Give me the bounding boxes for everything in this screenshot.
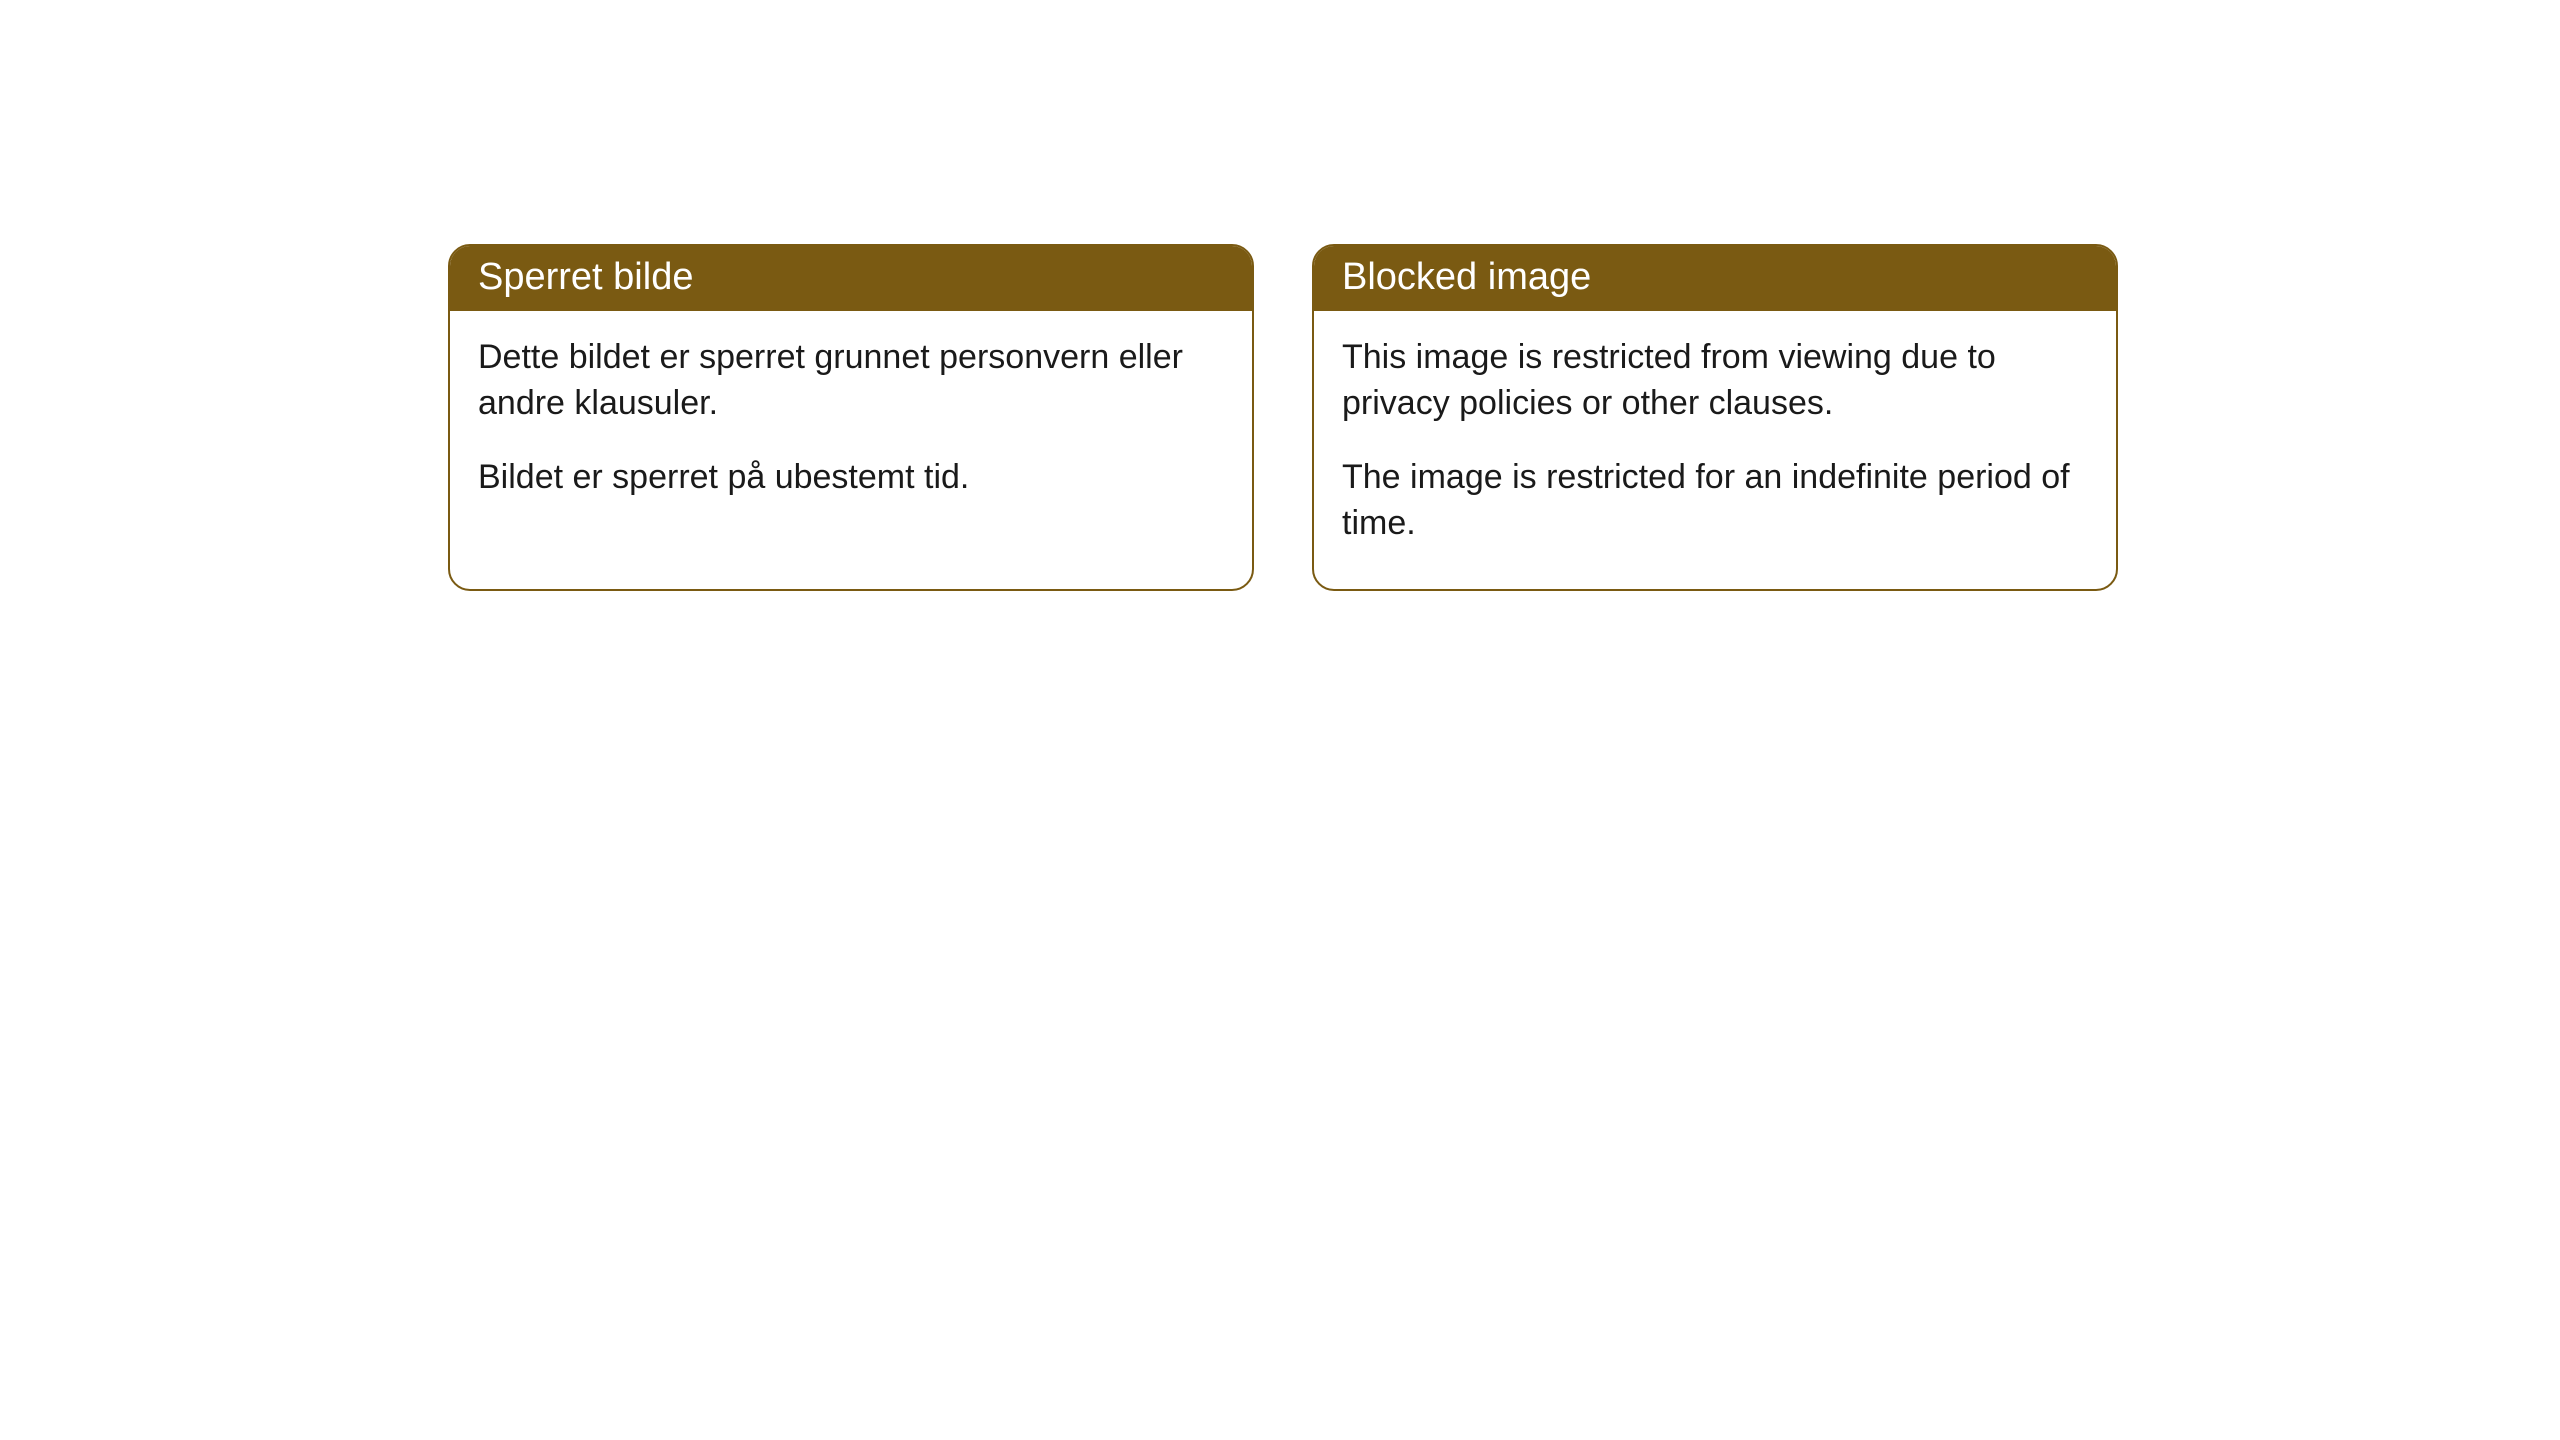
notice-container: Sperret bilde Dette bildet er sperret gr… (0, 0, 2560, 591)
notice-card-english: Blocked image This image is restricted f… (1312, 244, 2118, 591)
notice-card-norwegian: Sperret bilde Dette bildet er sperret gr… (448, 244, 1254, 591)
notice-text-1: Dette bildet er sperret grunnet personve… (478, 335, 1224, 427)
card-header: Blocked image (1314, 246, 2116, 311)
card-body: This image is restricted from viewing du… (1314, 311, 2116, 589)
card-header: Sperret bilde (450, 246, 1252, 311)
notice-text-2: The image is restricted for an indefinit… (1342, 455, 2088, 547)
notice-text-2: Bildet er sperret på ubestemt tid. (478, 455, 1224, 501)
notice-text-1: This image is restricted from viewing du… (1342, 335, 2088, 427)
card-body: Dette bildet er sperret grunnet personve… (450, 311, 1252, 543)
